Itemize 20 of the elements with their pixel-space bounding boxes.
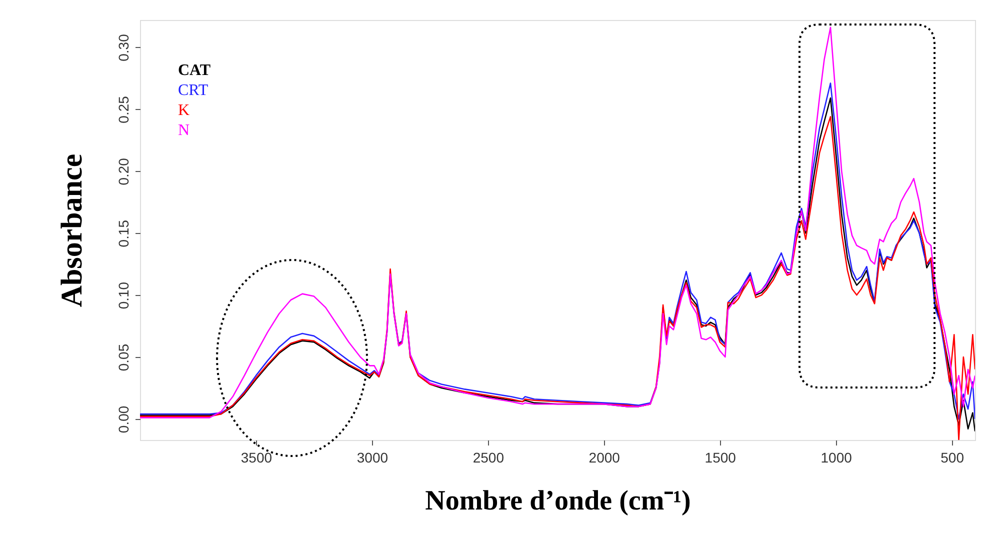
text: CRT bbox=[178, 82, 208, 99]
x-tick-label: 2500 bbox=[472, 450, 504, 466]
y-tick-label: 0.20 bbox=[116, 158, 132, 186]
x-tick-label: 3500 bbox=[240, 450, 272, 466]
x-tick-label: 1000 bbox=[820, 450, 852, 466]
y-tick-label: 0.00 bbox=[116, 406, 132, 434]
y-tick-label: 0.05 bbox=[116, 344, 132, 372]
y-tick-label: 0.10 bbox=[116, 282, 132, 310]
y-axis-title: Absorbance bbox=[56, 154, 88, 308]
x-tick-label: 2000 bbox=[588, 450, 620, 466]
x-tick-label: 3000 bbox=[356, 450, 388, 466]
text: N bbox=[178, 122, 190, 139]
text: CAT bbox=[178, 62, 211, 79]
y-tick-label: 0.25 bbox=[116, 96, 132, 124]
x-axis-title: Nombre d’onde (cm⁻¹) bbox=[425, 486, 691, 516]
x-tick-label: 1500 bbox=[704, 450, 736, 466]
y-tick-label: 0.15 bbox=[116, 220, 132, 248]
y-tick-label: 0.30 bbox=[116, 34, 132, 62]
text: K bbox=[178, 102, 190, 119]
x-tick-label: 500 bbox=[940, 450, 964, 466]
